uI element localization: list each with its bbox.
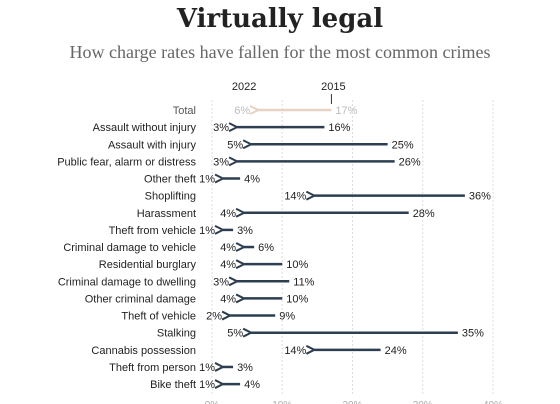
value-label-2022: 1% xyxy=(199,225,215,237)
value-label-2022: 5% xyxy=(227,139,243,151)
category-label: Criminal damage to vehicle xyxy=(63,242,196,254)
value-label-2022: 3% xyxy=(213,276,229,288)
value-label-2015: 6% xyxy=(258,242,274,254)
x-tick-label: 10% xyxy=(272,400,292,404)
value-label-2015: 17% xyxy=(335,105,357,117)
value-label-2015: 36% xyxy=(469,191,491,203)
x-tick-label: 30% xyxy=(413,400,433,404)
chart-subtitle: How charge rates have fallen for the mos… xyxy=(69,42,491,62)
category-label: Other theft xyxy=(144,174,196,186)
category-label: Harassment xyxy=(137,208,196,220)
value-label-2015: 3% xyxy=(237,362,253,374)
value-label-2022: 4% xyxy=(220,242,236,254)
value-label-2022: 3% xyxy=(213,156,229,168)
value-label-2015: 11% xyxy=(293,276,314,288)
value-label-2015: 10% xyxy=(286,293,308,305)
category-label: Theft from vehicle xyxy=(109,225,196,237)
value-label-2022: 14% xyxy=(284,345,306,357)
value-label-2015: 26% xyxy=(399,156,421,168)
value-label-2015: 28% xyxy=(413,208,435,220)
category-label: Theft from person xyxy=(109,362,196,374)
value-label-2022: 4% xyxy=(220,259,236,271)
value-label-2015: 24% xyxy=(385,345,407,357)
value-label-2022: 6% xyxy=(234,105,250,117)
value-label-2015: 3% xyxy=(237,225,253,237)
category-label: Assault without injury xyxy=(93,122,197,134)
category-label: Shoplifting xyxy=(145,191,196,203)
value-label-2022: 1% xyxy=(199,174,215,186)
category-label: Other criminal damage xyxy=(85,293,196,305)
value-label-2022: 4% xyxy=(220,293,236,305)
category-label: Total xyxy=(173,105,196,117)
value-label-2015: 25% xyxy=(392,139,414,151)
value-label-2022: 1% xyxy=(199,379,215,391)
value-label-2022: 2% xyxy=(206,311,222,323)
value-label-2022: 3% xyxy=(213,122,229,134)
value-label-2022: 1% xyxy=(199,362,215,374)
category-label: Residential burglary xyxy=(99,259,197,271)
value-label-2015: 4% xyxy=(244,174,260,186)
value-label-2015: 4% xyxy=(244,379,260,391)
value-label-2015: 35% xyxy=(462,328,484,340)
series-label-2022: 2022 xyxy=(232,81,256,93)
series-label-2015: 2015 xyxy=(321,81,345,93)
category-label: Bike theft xyxy=(150,379,196,391)
x-tick-label: 0% xyxy=(205,400,220,404)
category-label: Theft of vehicle xyxy=(121,311,196,323)
category-label: Public fear, alarm or distress xyxy=(57,156,196,168)
category-label: Criminal damage to dwelling xyxy=(58,276,196,288)
category-label: Cannabis possession xyxy=(91,345,196,357)
value-label-2015: 16% xyxy=(328,122,350,134)
value-label-2022: 14% xyxy=(284,191,306,203)
x-tick-label: 40% xyxy=(483,400,503,404)
value-label-2015: 10% xyxy=(286,259,308,271)
value-label-2022: 5% xyxy=(227,328,243,340)
x-tick-label: 20% xyxy=(342,400,362,404)
value-label-2022: 4% xyxy=(220,208,236,220)
chart-title: Virtually legal xyxy=(176,4,384,34)
category-label: Assault with injury xyxy=(108,139,197,151)
value-label-2015: 9% xyxy=(279,311,295,323)
category-label: Stalking xyxy=(157,328,196,340)
